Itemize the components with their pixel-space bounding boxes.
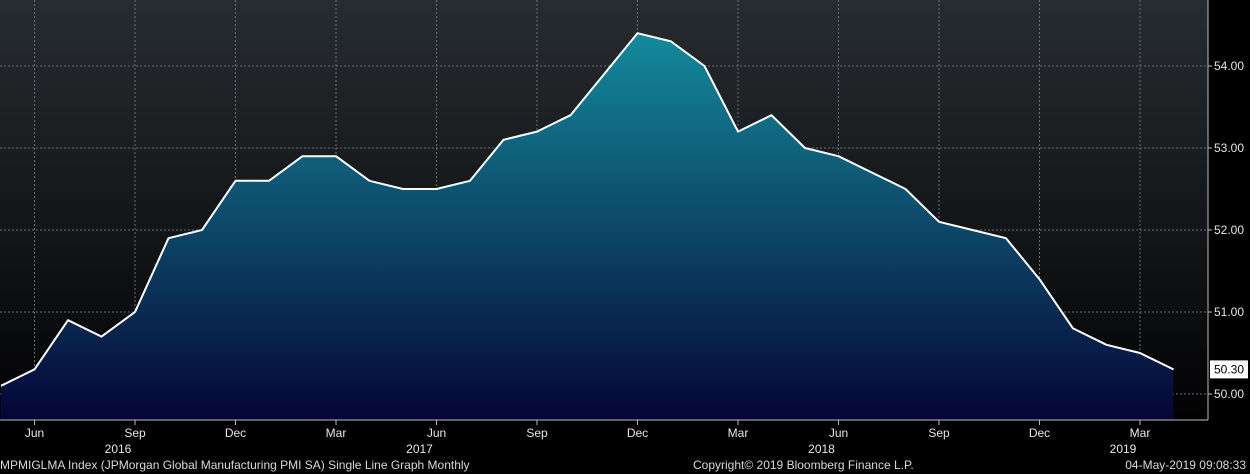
x-tick-label-9: Sep: [928, 426, 950, 440]
y-tick-label-3: 53.00: [1214, 141, 1244, 155]
area-fill-group: [1, 33, 1174, 420]
x-tick-label-0: Jun: [25, 426, 44, 440]
year-label-0: 2016: [105, 442, 132, 456]
series-line: [0, 32, 1174, 387]
area-fill: [1, 33, 1174, 420]
x-tick-label-8: Jun: [829, 426, 848, 440]
last-value-label: 50.30: [1214, 362, 1244, 376]
y-tick-label-4: 54.00: [1214, 59, 1244, 73]
year-label-2: 2018: [808, 442, 835, 456]
y-tick-label-1: 51.00: [1214, 305, 1244, 319]
x-tick-label-6: Dec: [627, 426, 648, 440]
last-value-group: 50.30: [1210, 360, 1248, 379]
x-tick-label-1: Sep: [124, 426, 146, 440]
last-value-box: [1210, 360, 1248, 379]
axis-panel-bottom: [0, 420, 1250, 474]
year-label-1: 2017: [406, 442, 433, 456]
y-tick-labels: 50.00 51.00 52.00 53.00 54.00: [1208, 59, 1244, 401]
footer-ticker-description: MPMIGLMA Index (JPMorgan Global Manufact…: [0, 458, 470, 472]
x-tick-label-2: Dec: [225, 426, 246, 440]
x-tick-label-11: Mar: [1130, 426, 1151, 440]
year-label-3: 2019: [1110, 442, 1137, 456]
x-tick-label-3: Mar: [326, 426, 347, 440]
x-tick-label-7: Mar: [728, 426, 749, 440]
x-tick-labels: Jun Sep Dec Mar Jun Sep Dec Mar Jun Sep Dec Mar 2016…: [25, 420, 1151, 456]
footer: MPMIGLMA Index (JPMorgan Global Manufact…: [0, 456, 1250, 474]
x-tick-label-10: Dec: [1029, 426, 1050, 440]
axes-group: [0, 0, 1209, 421]
footer-timestamp: 04-May-2019 09:08:33: [1125, 458, 1246, 472]
x-tick-label-5: Sep: [526, 426, 548, 440]
x-tick-label-4: Jun: [427, 426, 446, 440]
axis-panel-right: [1208, 0, 1250, 420]
y-tick-label-0: 50.00: [1214, 387, 1244, 401]
footer-copyright: Copyright© 2019 Bloomberg Finance L.P.: [693, 458, 914, 472]
y-tick-label-2: 52.00: [1214, 223, 1244, 237]
series-line-group: [0, 32, 1174, 387]
